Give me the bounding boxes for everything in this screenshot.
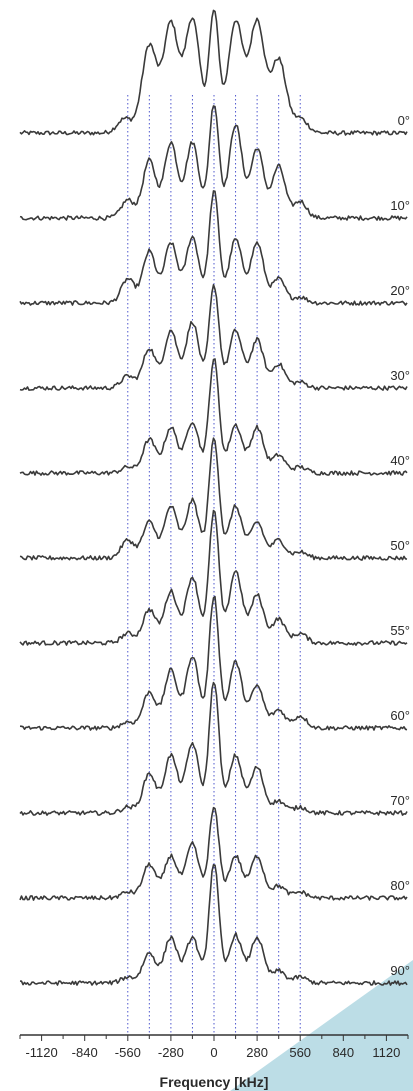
- x-axis-label: Frequency [kHz]: [160, 1074, 269, 1090]
- spectrum-trace-4: [19, 358, 408, 476]
- angle-label-10: 90°: [390, 963, 410, 978]
- x-tick-label-3: -280: [158, 1045, 184, 1060]
- spectrum-trace-2: [19, 190, 408, 306]
- angle-label-4: 40°: [390, 453, 410, 468]
- angle-label-8: 70°: [390, 793, 410, 808]
- spectrum-trace-9: [19, 806, 408, 901]
- spectrum-trace-10: [19, 864, 408, 986]
- angle-label-6: 55°: [390, 623, 410, 638]
- angle-labels: 0° 10° 20° 30° 40° 50° 55° 60° 70° 80° 90°: [390, 113, 410, 978]
- spectrum-trace-3: [19, 284, 408, 391]
- x-tick-label-7: 840: [332, 1045, 354, 1060]
- spectrum-trace-1: [19, 105, 408, 221]
- angle-label-1: 10°: [390, 198, 410, 213]
- angle-label-5: 50°: [390, 538, 410, 553]
- angle-label-9: 80°: [390, 878, 410, 893]
- spectrum-trace-5: [19, 437, 408, 561]
- x-tick-label-1: -840: [72, 1045, 98, 1060]
- angle-label-7: 60°: [390, 708, 410, 723]
- x-tick-label-8: 1120: [372, 1045, 400, 1060]
- angle-label-3: 30°: [390, 368, 410, 383]
- reference-lines: [127, 95, 301, 1033]
- x-tick-label-6: 560: [289, 1045, 311, 1060]
- spectrum-trace-7: [19, 595, 408, 731]
- angle-label-0: 0°: [398, 113, 410, 128]
- corner-decoration: [230, 960, 413, 1091]
- x-tick-label-4: 0: [210, 1045, 217, 1060]
- x-tick-label-5: 280: [246, 1045, 268, 1060]
- x-tick-label-0: -1120: [25, 1045, 57, 1060]
- x-tick-label-2: -560: [115, 1045, 141, 1060]
- spectra-traces: [19, 9, 408, 986]
- spectrum-trace-8: [19, 681, 408, 816]
- spectrum-trace-6: [19, 509, 408, 646]
- spectrum-trace-0: [19, 9, 408, 136]
- x-axis: -1120 -840 -560 -280 0 280 560 840 1120: [19, 1034, 409, 1060]
- angle-label-2: 20°: [390, 283, 410, 298]
